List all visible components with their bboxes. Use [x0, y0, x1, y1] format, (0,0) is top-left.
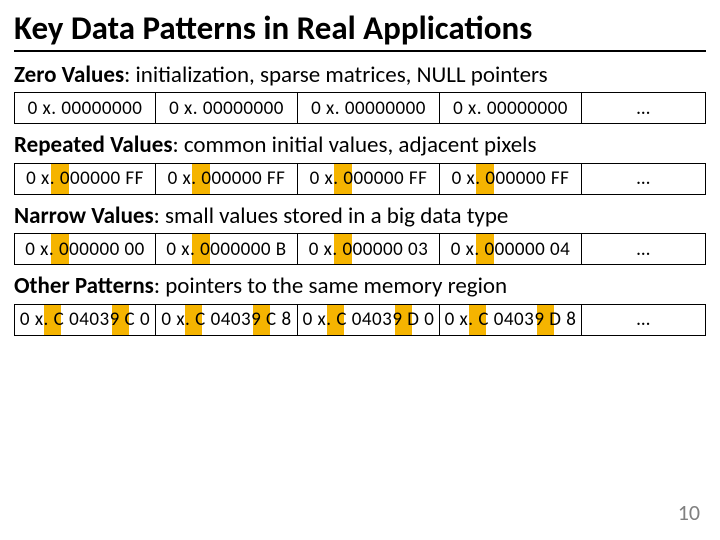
section-desc-text: : initialization, sparse matrices, NULL …	[124, 61, 548, 89]
cell-text: 0 x. 000000 04	[451, 238, 571, 261]
data-cell: 0 x. C 04039 D 8	[440, 304, 582, 336]
slide-title: Key Data Patterns in Real Applications	[14, 8, 706, 52]
data-cell: 0 x. 00000000	[440, 92, 582, 124]
cell-text: 0 x. 00000000	[28, 97, 143, 120]
section-desc-text: : common initial values, adjacent pixels	[173, 131, 537, 159]
ellipsis-text: …	[637, 308, 651, 331]
data-cell: 0 x. 000000 FF	[440, 163, 582, 195]
cell-text: 0 x. 000000 FF	[168, 167, 286, 190]
section-description: Repeated Values: common initial values, …	[14, 132, 706, 158]
ellipsis-cell: …	[582, 233, 706, 265]
data-cell: 0 x. 00000000	[298, 92, 440, 124]
data-cell: 0 x. 00000000	[14, 92, 156, 124]
data-cell: 0 x. 000000 FF	[156, 163, 298, 195]
ellipsis-cell: …	[582, 92, 706, 124]
cell-text: 0 x. 000000 00	[25, 238, 145, 261]
ellipsis-text: …	[637, 97, 651, 120]
cell-text: 0 x. 00000000	[453, 97, 568, 120]
data-cell: 0 x. C 04039 C 0	[14, 304, 156, 336]
cell-text: 0 x. 00000000	[169, 97, 284, 120]
cell-text: 0 x. 000000 FF	[310, 167, 428, 190]
data-cell: 0 x. 000000 00	[14, 233, 156, 265]
section-label: Zero Values	[14, 61, 124, 89]
cell-text: 0 x. 000000 03	[309, 238, 429, 261]
section-desc-text: : small values stored in a big data type	[154, 202, 509, 230]
section-label: Narrow Values	[14, 202, 154, 230]
section-desc-text: : pointers to the same memory region	[154, 272, 507, 300]
ellipsis-cell: …	[582, 304, 706, 336]
data-row: 0 x. 000000 00 0 x. 0000000 B 0 x. 000000 …	[14, 233, 706, 265]
data-cell: 0 x. C 04039 D 0	[298, 304, 440, 336]
ellipsis-text: …	[637, 238, 651, 261]
cell-text: 0 x. C 04039 C 0	[20, 308, 150, 331]
cell-text: 0 x. 000000 FF	[452, 167, 570, 190]
section-label: Repeated Values	[14, 131, 173, 159]
data-cell: 0 x. 0000000 B	[156, 233, 298, 265]
section-label: Other Patterns	[14, 272, 154, 300]
data-cell: 0 x. 000000 FF	[14, 163, 156, 195]
data-row: 0 x. 00000000 0 x. 00000000 0 x. 00000000 0…	[14, 92, 706, 124]
cell-text: 0 x. C 04039 D 0	[303, 308, 435, 331]
data-row: 0 x. C 04039 C 0 0 x. C 04039 C 8 0 x. C 0…	[14, 304, 706, 336]
data-cell: 0 x. 000000 03	[298, 233, 440, 265]
cell-text: 0 x. 00000000	[311, 97, 426, 120]
cell-text: 0 x. 000000 FF	[26, 167, 144, 190]
data-row: 0 x. 000000 FF 0 x. 000000 FF 0 x. 000000 …	[14, 163, 706, 195]
section-description: Zero Values: initialization, sparse matr…	[14, 62, 706, 88]
cell-text: 0 x. C 04039 D 8	[445, 308, 577, 331]
cell-text: 0 x. C 04039 C 8	[161, 308, 291, 331]
data-cell: 0 x. 000000 FF	[298, 163, 440, 195]
data-cell: 0 x. 000000 04	[440, 233, 582, 265]
section-description: Other Patterns: pointers to the same mem…	[14, 273, 706, 299]
data-cell: 0 x. C 04039 C 8	[156, 304, 298, 336]
page-number: 10	[678, 499, 700, 526]
ellipsis-text: …	[637, 167, 651, 190]
data-cell: 0 x. 00000000	[156, 92, 298, 124]
ellipsis-cell: …	[582, 163, 706, 195]
cell-text: 0 x. 0000000 B	[166, 238, 286, 261]
section-description: Narrow Values: small values stored in a …	[14, 203, 706, 229]
